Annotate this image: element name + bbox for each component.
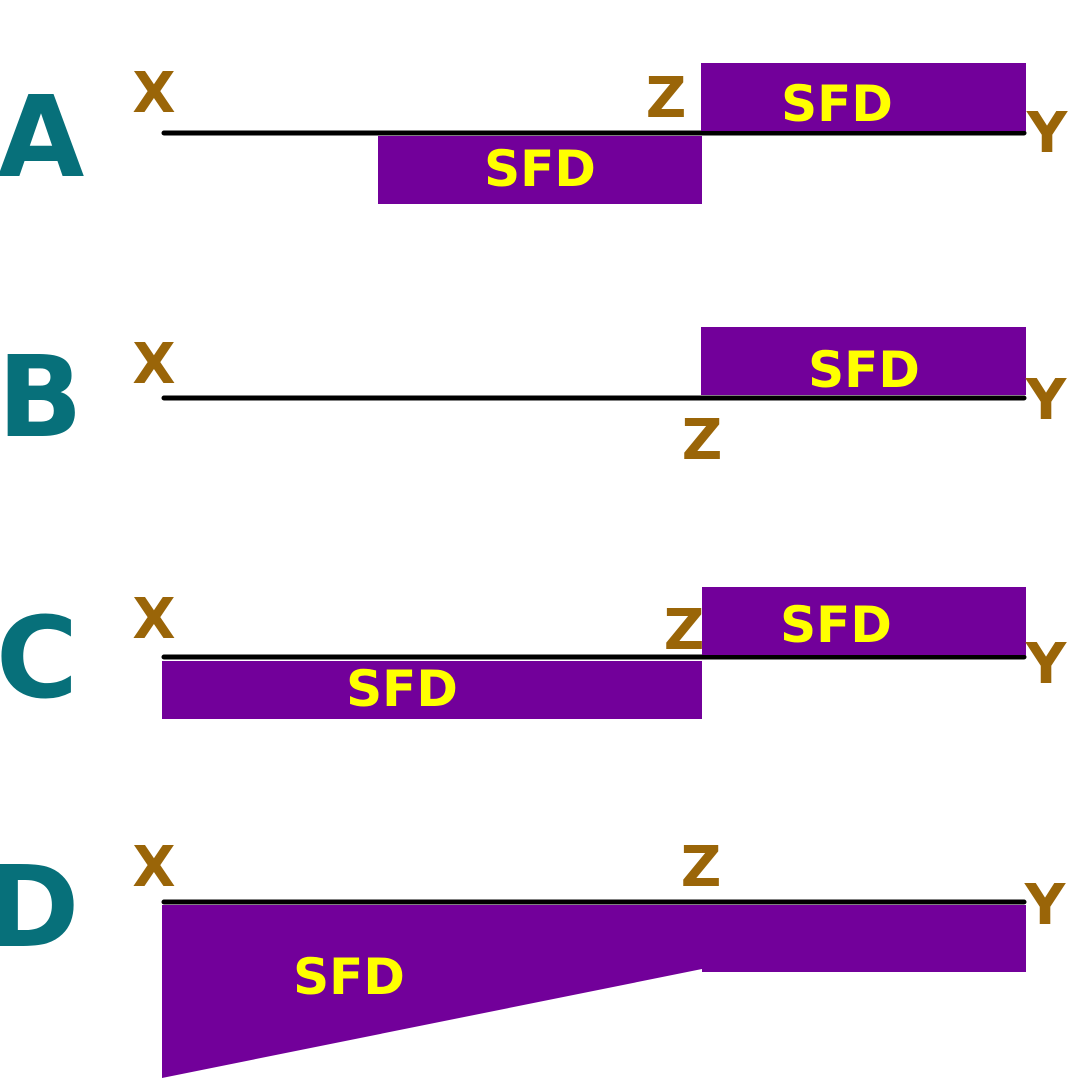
sfd-a-lower-block <box>378 136 702 204</box>
point-z-label-d: Z <box>681 835 722 900</box>
sfd-a-lower-label: SFD <box>484 140 596 198</box>
option-b: B X Z Y SFD <box>0 327 1068 473</box>
point-y-label-d: Y <box>1024 873 1067 938</box>
option-c-letter: C <box>0 594 78 724</box>
sfd-c-upper-block <box>702 587 1026 655</box>
option-a-letter: A <box>0 73 85 203</box>
option-a: A X Z Y SFD SFD <box>0 61 1069 204</box>
point-y-label-a: Y <box>1026 101 1069 166</box>
point-z-label-a: Z <box>646 66 687 131</box>
point-z-label-c: Z <box>664 598 705 663</box>
sfd-b-upper-label: SFD <box>808 341 920 399</box>
sfd-d-lower-label: SFD <box>293 948 405 1006</box>
point-x-label-d: X <box>132 835 175 900</box>
point-z-label-b: Z <box>682 408 723 473</box>
sfd-a-upper-block <box>701 63 1026 131</box>
sfd-b-upper-block <box>701 327 1026 395</box>
sfd-c-lower-block <box>162 661 702 719</box>
point-y-label-b: Y <box>1025 368 1068 433</box>
sfd-a-upper-label: SFD <box>781 75 893 133</box>
sfd-d-lower-shape <box>162 905 1026 1078</box>
point-y-label-c: Y <box>1025 632 1068 697</box>
option-d: D X Z Y SFD <box>0 835 1067 1078</box>
point-x-label-b: X <box>132 332 175 397</box>
option-c: C X Z Y SFD SFD <box>0 587 1068 724</box>
sfd-c-upper-label: SFD <box>780 596 892 654</box>
option-b-letter: B <box>0 333 83 463</box>
point-x-label-c: X <box>132 587 175 652</box>
point-x-label-a: X <box>132 61 175 126</box>
option-d-letter: D <box>0 843 79 973</box>
sfd-c-lower-label: SFD <box>346 660 458 718</box>
